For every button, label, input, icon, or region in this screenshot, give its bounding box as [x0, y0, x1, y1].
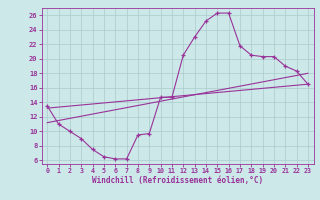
X-axis label: Windchill (Refroidissement éolien,°C): Windchill (Refroidissement éolien,°C) — [92, 176, 263, 185]
